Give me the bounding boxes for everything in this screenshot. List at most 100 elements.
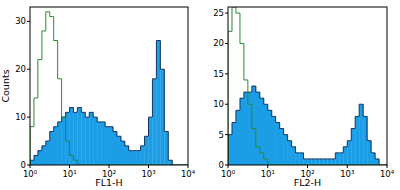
histogram-outline [276, 116, 280, 122]
histogram-outline [70, 108, 74, 113]
histogram-outline [34, 155, 38, 160]
histogram-outline [379, 159, 383, 165]
histogram-outline [97, 117, 101, 122]
histogram-step [38, 60, 42, 98]
histogram-bar [105, 127, 109, 165]
histogram-bar [268, 110, 272, 165]
histogram-bar [272, 116, 276, 165]
histogram-step [248, 80, 252, 104]
y-tick-label: 0 [21, 160, 26, 170]
histogram-outline [327, 158, 331, 159]
y-tick [27, 69, 30, 70]
histogram-step [240, 13, 244, 43]
histogram-outline [264, 98, 268, 104]
histogram-outline [133, 150, 137, 151]
plot-area [228, 7, 387, 165]
histogram-bar [347, 141, 351, 165]
histogram-bar [58, 122, 62, 165]
histogram-outline [89, 112, 93, 117]
histogram-outline [113, 127, 117, 132]
histogram-outline [232, 122, 236, 134]
histogram-bar [351, 129, 355, 165]
histogram-step [30, 127, 34, 165]
histogram-outline [42, 146, 46, 151]
histogram-outline [129, 146, 133, 151]
y-tick [225, 13, 228, 14]
histogram-bar [66, 112, 70, 165]
x-tick [109, 165, 110, 168]
histogram-bar [264, 104, 268, 165]
histogram-bar [323, 159, 327, 165]
y-tick-label: 5 [219, 130, 224, 140]
y-tick-label: 20 [15, 64, 26, 74]
x-tick-label: 10¹ [261, 169, 275, 179]
histogram-bar [252, 86, 256, 165]
y-tick [225, 165, 228, 166]
histogram-outline [58, 122, 62, 127]
x-axis-label: FL1-H [95, 177, 122, 188]
histogram-outline [311, 158, 315, 159]
histogram-outline [54, 127, 58, 132]
histogram-outline [141, 146, 145, 151]
histogram-step [54, 17, 58, 41]
histogram-outline [125, 141, 129, 146]
histogram-step [62, 79, 66, 117]
histogram-step [232, 7, 236, 31]
x-tick-label: 10⁴ [380, 169, 395, 179]
histogram-bar [319, 159, 323, 165]
histogram-bar [133, 151, 137, 165]
x-tick [148, 165, 149, 168]
histogram-outline [73, 108, 77, 113]
y-tick-label: 30 [15, 16, 26, 26]
histogram-outline [66, 112, 70, 117]
histogram-bar [101, 122, 105, 165]
histogram-outline [296, 147, 300, 153]
x-tick [387, 165, 388, 168]
histogram-outline [375, 153, 379, 159]
histogram-bar [315, 159, 319, 165]
histogram-bar [331, 159, 335, 165]
histogram-bar [236, 110, 240, 165]
histogram-step [58, 41, 62, 79]
histogram-outline [137, 150, 141, 151]
histogram-outline [343, 147, 347, 153]
histogram-outline [335, 153, 339, 159]
histogram-outline [101, 121, 105, 122]
histogram-bar [145, 136, 149, 165]
histogram-bar [42, 146, 46, 165]
histogram-outline [117, 131, 121, 136]
histogram-outline [292, 141, 296, 147]
histogram-bar [256, 92, 260, 165]
histogram-bar [30, 160, 34, 165]
histogram-outline [244, 92, 248, 98]
histogram-outline [156, 41, 160, 79]
histogram-bar [296, 153, 300, 165]
y-tick-label: 10 [213, 99, 224, 109]
histogram-outline [351, 129, 355, 141]
histogram-bar [339, 153, 343, 165]
histogram-outline [50, 131, 54, 141]
histogram-outline [319, 158, 323, 159]
histogram-step [268, 159, 272, 165]
histogram-bar [141, 146, 145, 165]
histogram-step [66, 117, 70, 141]
histogram-step [264, 153, 268, 159]
histogram-outline [164, 69, 168, 131]
x-tick [267, 165, 268, 168]
y-tick-label: 20 [213, 38, 224, 48]
histogram-outline [256, 86, 260, 92]
histogram-outline [308, 158, 312, 159]
y-tick [225, 104, 228, 105]
histogram-outline [363, 104, 367, 116]
histogram-step [46, 12, 50, 31]
histogram-outline [331, 158, 335, 159]
panel: 10⁰10¹10²10³10⁴0510152025FL2-H [213, 7, 395, 188]
histogram-step [260, 147, 264, 153]
histogram-outline [315, 158, 319, 159]
histogram-bar [232, 122, 236, 165]
histogram-bar [343, 147, 347, 165]
plot-area [30, 12, 188, 165]
histogram-outline [248, 92, 252, 93]
histogram-bar [327, 159, 331, 165]
histogram-bar [149, 117, 153, 165]
